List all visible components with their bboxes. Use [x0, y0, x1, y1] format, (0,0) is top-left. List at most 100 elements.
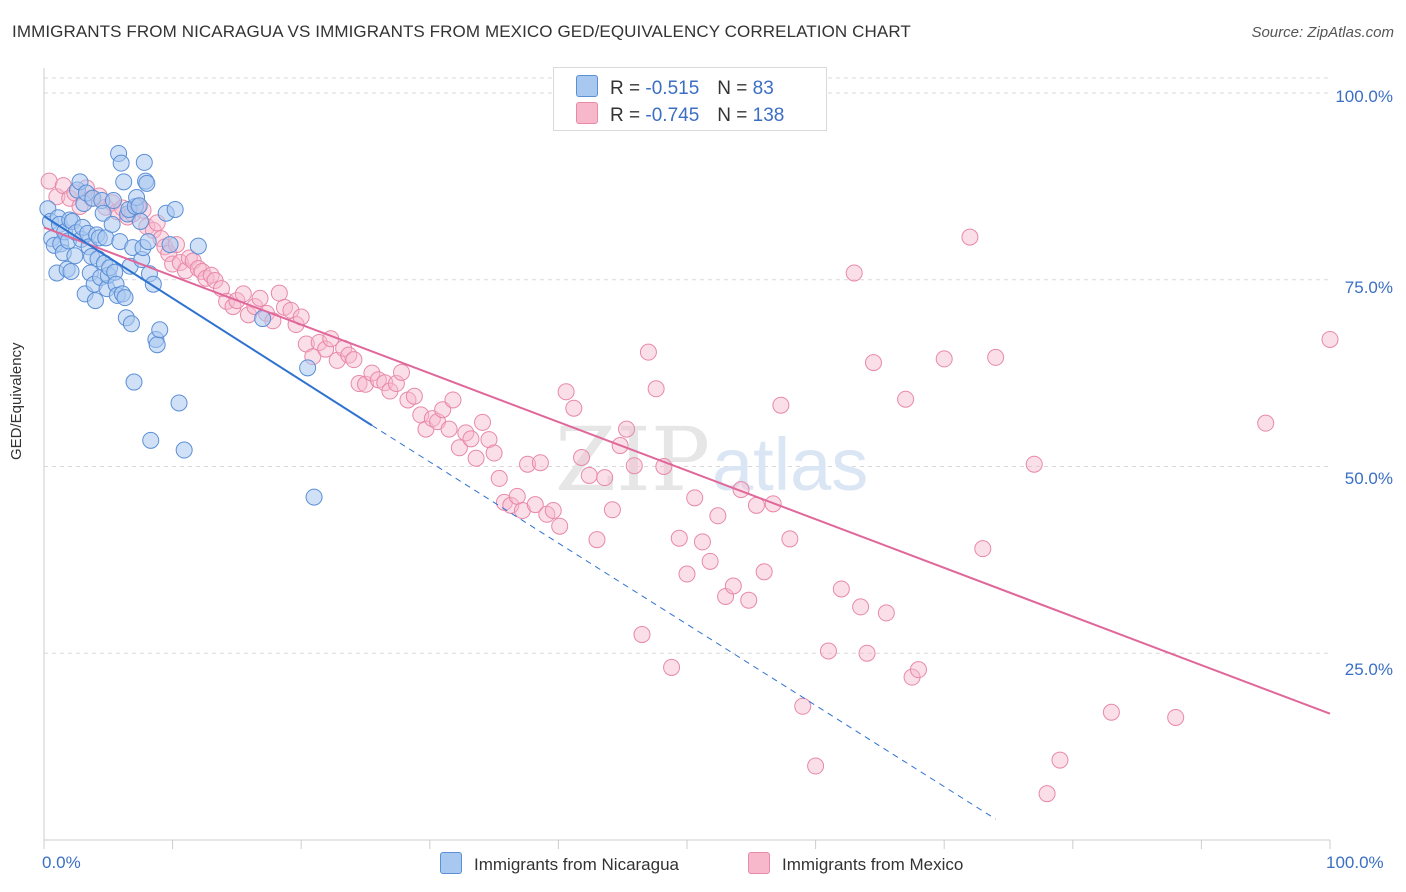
nicaragua-point [130, 197, 148, 215]
mexico-point [858, 644, 876, 662]
mexico-point [987, 348, 1005, 366]
nicaragua-point [305, 488, 323, 506]
mexico-point [440, 420, 458, 438]
mexico-point [387, 375, 405, 393]
mexico-point [508, 487, 526, 505]
nicaragua-point [138, 174, 156, 192]
nicaragua-point [189, 237, 207, 255]
mexico-point [618, 420, 636, 438]
nicaragua-trend-extension [371, 424, 996, 820]
mexico-point [462, 430, 480, 448]
legend-label-nicaragua: Immigrants from Nicaragua [474, 855, 680, 874]
mexico-point [551, 517, 569, 535]
mexico-point [852, 598, 870, 616]
n-label: N = [717, 105, 748, 126]
mexico-point [340, 346, 358, 364]
mexico-point [544, 502, 562, 520]
mexico-point [317, 340, 335, 358]
nicaragua-swatch [576, 75, 598, 97]
mexico-point [603, 501, 621, 519]
nicaragua-point [115, 173, 133, 191]
watermark: ZIP atlas [555, 408, 868, 511]
mexico-point [845, 264, 863, 282]
stats-row-mexico: R = -0.745 N = 138 [576, 102, 784, 126]
stats-row-nicaragua: R = -0.515 N = 83 [576, 75, 774, 99]
nicaragua-point [112, 154, 130, 172]
mexico-point [693, 533, 711, 551]
nicaragua-point [86, 292, 104, 310]
y-tick-label-100: 100.0% [1335, 87, 1393, 106]
mexico-point [633, 626, 651, 644]
mexico-point [474, 413, 492, 431]
mexico-point [1257, 414, 1275, 432]
mexico-point [678, 565, 696, 583]
mexico-point [557, 383, 575, 401]
mexico-point [490, 469, 508, 487]
nicaragua-point [62, 262, 80, 280]
mexico-point [781, 530, 799, 548]
mexico-point [526, 496, 544, 514]
mexico-point [588, 531, 606, 549]
nicaragua-point [116, 289, 134, 307]
mexico-point [1102, 703, 1120, 721]
nicaragua-point [131, 212, 149, 230]
mexico-point [1025, 455, 1043, 473]
nicaragua-point [166, 200, 184, 218]
stats-legend: R = -0.515 N = 83 R = -0.745 N = 138 [553, 67, 827, 131]
mexico-point [897, 390, 915, 408]
mexico-point [772, 396, 790, 414]
mexico-point [580, 466, 598, 484]
mexico-point [663, 658, 681, 676]
mexico-point [171, 254, 189, 272]
mexico-point [596, 469, 614, 487]
nicaragua-point [122, 315, 140, 333]
mexico-point [444, 391, 462, 409]
watermark-atlas: atlas [712, 423, 868, 506]
nicaragua-point [148, 336, 166, 354]
nicaragua-point [142, 431, 160, 449]
mexico-point [639, 343, 657, 361]
mexico-point [647, 380, 665, 398]
mexico-point [864, 354, 882, 372]
y-axis-label: GED/Equivalency [8, 342, 25, 460]
nicaragua-point [161, 236, 179, 254]
nicaragua-trend-line [43, 215, 373, 427]
mexico-swatch [576, 102, 598, 124]
n-value-mexico: 138 [752, 105, 785, 126]
chart-title: IMMIGRANTS FROM NICARAGUA VS IMMIGRANTS … [12, 22, 911, 41]
mexico-point [961, 228, 979, 246]
mexico-point [832, 580, 850, 598]
legend-item-mexico: Immigrants from Mexico [748, 852, 963, 875]
mexico-point [565, 399, 583, 417]
mexico-point [935, 350, 953, 368]
mexico-point [1051, 751, 1069, 769]
mexico-point [877, 604, 895, 622]
nicaragua-point [139, 233, 157, 251]
nicaragua-point [103, 215, 121, 233]
mexico-point [625, 457, 643, 475]
mexico-point [345, 351, 363, 369]
mexico-point [686, 489, 704, 507]
nicaragua-point [66, 247, 84, 265]
y-tick-label-25: 25.0% [1344, 660, 1393, 679]
mexico-point [519, 455, 537, 473]
series-nicaragua [39, 144, 323, 506]
x-tick-label-100: 100.0% [1326, 853, 1384, 872]
mexico-point [740, 591, 758, 609]
mexico-point [794, 697, 812, 715]
mexico-point [974, 540, 992, 558]
mexico-point [350, 375, 368, 393]
trend-lines [43, 215, 1331, 820]
nicaragua-point [175, 441, 193, 459]
watermark-zip: ZIP [555, 408, 710, 511]
mexico-point [1321, 330, 1339, 348]
source-label: Source: ZipAtlas.com [1251, 24, 1394, 41]
legend-item-nicaragua: Immigrants from Nicaragua [440, 852, 679, 875]
legend-swatch-mexico [748, 852, 770, 874]
mexico-point [573, 449, 591, 467]
r-value-mexico: -0.745 [645, 105, 700, 126]
mexico-point [1167, 708, 1185, 726]
x-tick-label-0: 0.0% [42, 853, 81, 872]
mexico-point [393, 363, 411, 381]
mexico-point [485, 444, 503, 462]
